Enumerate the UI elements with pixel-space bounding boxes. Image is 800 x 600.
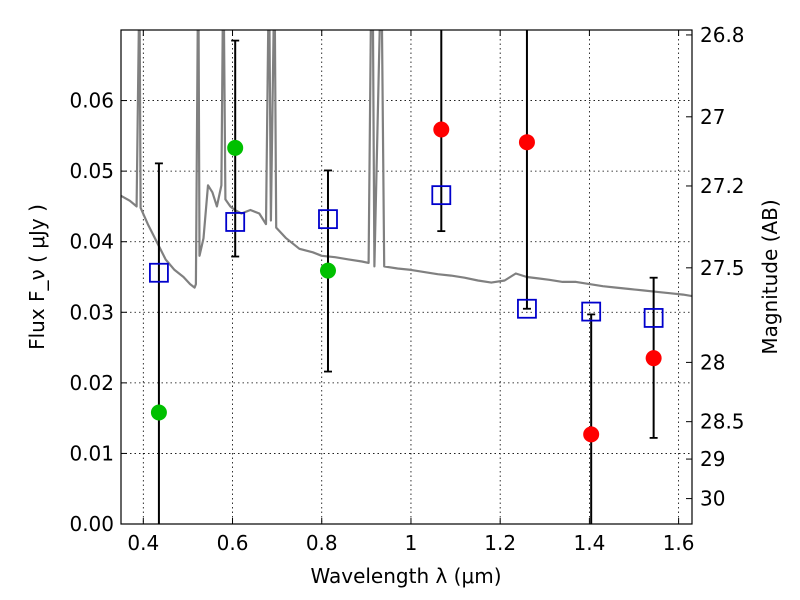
error-bars bbox=[154, 30, 658, 524]
x-axis-label: Wavelength λ (μm) bbox=[310, 564, 501, 588]
y2-tick-label: 28 bbox=[700, 350, 725, 374]
y2-tick-label: 26.8 bbox=[700, 23, 745, 47]
x-tick-label: 0.6 bbox=[217, 531, 249, 555]
model-point bbox=[517, 298, 537, 319]
model-spectrum-line bbox=[121, 30, 692, 298]
y2-axis-label: Magnitude (AB) bbox=[758, 199, 782, 354]
y2-tick-label: 29 bbox=[700, 447, 725, 471]
x-tick-label: 1.2 bbox=[484, 531, 516, 555]
data-point bbox=[150, 404, 167, 421]
grid bbox=[121, 30, 692, 524]
y2-tick-label: 27 bbox=[700, 105, 725, 129]
plot-frame bbox=[120, 29, 693, 525]
model-point bbox=[149, 262, 169, 283]
y2-tick-label: 30 bbox=[700, 487, 725, 511]
x-tick-label: 0.8 bbox=[306, 531, 338, 555]
data-point bbox=[583, 426, 600, 443]
data-point bbox=[319, 262, 336, 279]
y2-tick-label: 27.5 bbox=[700, 256, 745, 280]
data-point bbox=[433, 121, 450, 138]
axis-ticks: 0.4 0.6 0.8 1 1.2 1.4 1.6 0.00 0.01 0.02 0.03 0.04 0… bbox=[69, 23, 744, 555]
model-point bbox=[431, 185, 452, 206]
model-point bbox=[318, 209, 338, 230]
data-point bbox=[645, 350, 662, 367]
x-tick-label: 1 bbox=[405, 531, 418, 555]
y-tick-label: 0.05 bbox=[69, 159, 114, 183]
y-tick-label: 0.01 bbox=[69, 441, 114, 465]
data-markers bbox=[149, 121, 664, 443]
data-point bbox=[227, 139, 244, 156]
model-point bbox=[643, 308, 664, 328]
y-tick-label: 0.00 bbox=[69, 512, 114, 536]
model-point bbox=[581, 301, 602, 322]
y-tick-label: 0.04 bbox=[69, 230, 114, 254]
y-tick-label: 0.02 bbox=[69, 371, 114, 395]
x-tick-label: 1.4 bbox=[573, 531, 605, 555]
data-point bbox=[518, 134, 535, 151]
x-tick-label: 1.6 bbox=[663, 531, 695, 555]
model-spectrum bbox=[121, 30, 692, 298]
model-point bbox=[225, 212, 246, 232]
y-tick-label: 0.03 bbox=[69, 300, 114, 324]
x-tick-label: 0.4 bbox=[127, 531, 159, 555]
y2-tick-label: 28.5 bbox=[700, 410, 745, 434]
y2-tick-label: 27.2 bbox=[700, 174, 745, 198]
y-tick-label: 0.06 bbox=[69, 89, 114, 113]
y-axis-label: Flux F_ν ( μJy ) bbox=[25, 204, 49, 350]
